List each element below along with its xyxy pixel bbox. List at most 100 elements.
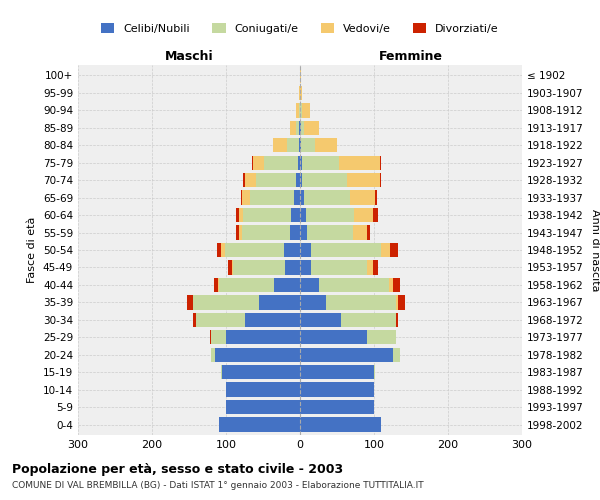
Bar	[242, 226, 290, 239]
Bar	[367, 330, 396, 344]
Bar	[300, 103, 302, 118]
Bar	[301, 138, 315, 152]
Legend: Celibi/Nubili, Coniugati/e, Vedovi/e, Divorziati/e: Celibi/Nubili, Coniugati/e, Vedovi/e, Di…	[97, 19, 503, 38]
Bar	[354, 208, 373, 222]
Bar	[218, 418, 300, 432]
Bar	[256, 173, 296, 188]
Bar	[353, 226, 367, 239]
Bar	[300, 330, 367, 344]
Bar	[380, 156, 382, 170]
Bar	[302, 103, 310, 118]
Bar	[304, 190, 350, 205]
Bar	[245, 173, 256, 188]
Bar	[339, 156, 380, 170]
Bar	[396, 312, 398, 327]
Bar	[215, 348, 300, 362]
Bar	[315, 138, 337, 152]
Bar	[245, 312, 300, 327]
Bar	[306, 208, 354, 222]
Bar	[296, 173, 300, 188]
Bar	[300, 278, 319, 292]
Bar	[300, 208, 306, 222]
Bar	[304, 120, 319, 135]
Bar	[398, 295, 405, 310]
Bar	[226, 382, 300, 397]
Bar	[250, 190, 294, 205]
Bar	[214, 278, 218, 292]
Bar	[243, 173, 245, 188]
Bar	[300, 295, 326, 310]
Bar	[221, 365, 222, 380]
Bar	[233, 260, 285, 274]
Bar	[285, 260, 300, 274]
Bar	[196, 312, 245, 327]
Bar	[228, 260, 232, 274]
Y-axis label: Fasce di età: Fasce di età	[28, 217, 37, 283]
Bar	[232, 260, 233, 274]
Bar	[259, 295, 300, 310]
Bar	[392, 348, 400, 362]
Bar	[300, 68, 301, 82]
Bar	[376, 190, 377, 205]
Text: Maschi: Maschi	[164, 50, 214, 64]
Bar	[242, 190, 250, 205]
Bar	[300, 312, 341, 327]
Bar	[300, 190, 304, 205]
Bar	[300, 400, 374, 414]
Bar	[296, 120, 299, 135]
Bar	[298, 156, 300, 170]
Bar	[193, 295, 259, 310]
Bar	[274, 278, 300, 292]
Bar	[211, 330, 226, 344]
Bar	[300, 348, 392, 362]
Bar	[300, 260, 311, 274]
Bar	[299, 120, 300, 135]
Bar	[224, 243, 284, 257]
Bar	[367, 226, 370, 239]
Bar	[350, 190, 376, 205]
Bar	[300, 138, 301, 152]
Bar	[222, 365, 300, 380]
Bar	[218, 278, 274, 292]
Bar	[347, 173, 380, 188]
Bar	[211, 348, 215, 362]
Bar	[326, 295, 396, 310]
Bar	[290, 120, 296, 135]
Bar	[239, 208, 243, 222]
Bar	[367, 260, 373, 274]
Bar	[300, 382, 374, 397]
Bar	[319, 278, 389, 292]
Bar	[241, 190, 242, 205]
Bar	[296, 103, 299, 118]
Bar	[265, 156, 298, 170]
Bar	[243, 208, 291, 222]
Bar	[299, 103, 300, 118]
Bar	[300, 418, 382, 432]
Bar	[236, 226, 239, 239]
Bar	[300, 243, 311, 257]
Bar	[291, 208, 300, 222]
Bar	[373, 260, 379, 274]
Bar	[187, 295, 193, 310]
Bar	[253, 156, 265, 170]
Bar	[300, 86, 302, 100]
Bar	[341, 312, 396, 327]
Bar	[307, 226, 353, 239]
Bar	[374, 365, 376, 380]
Text: Popolazione per età, sesso e stato civile - 2003: Popolazione per età, sesso e stato civil…	[12, 462, 343, 475]
Bar	[290, 226, 300, 239]
Bar	[311, 243, 382, 257]
Bar	[252, 156, 253, 170]
Bar	[302, 156, 339, 170]
Bar	[311, 260, 367, 274]
Bar	[300, 120, 301, 135]
Y-axis label: Anni di nascita: Anni di nascita	[590, 209, 600, 291]
Bar	[300, 156, 302, 170]
Bar	[287, 138, 299, 152]
Bar	[272, 138, 287, 152]
Bar	[239, 226, 242, 239]
Bar	[210, 330, 211, 344]
Bar	[300, 173, 302, 188]
Bar	[396, 295, 398, 310]
Bar	[221, 243, 224, 257]
